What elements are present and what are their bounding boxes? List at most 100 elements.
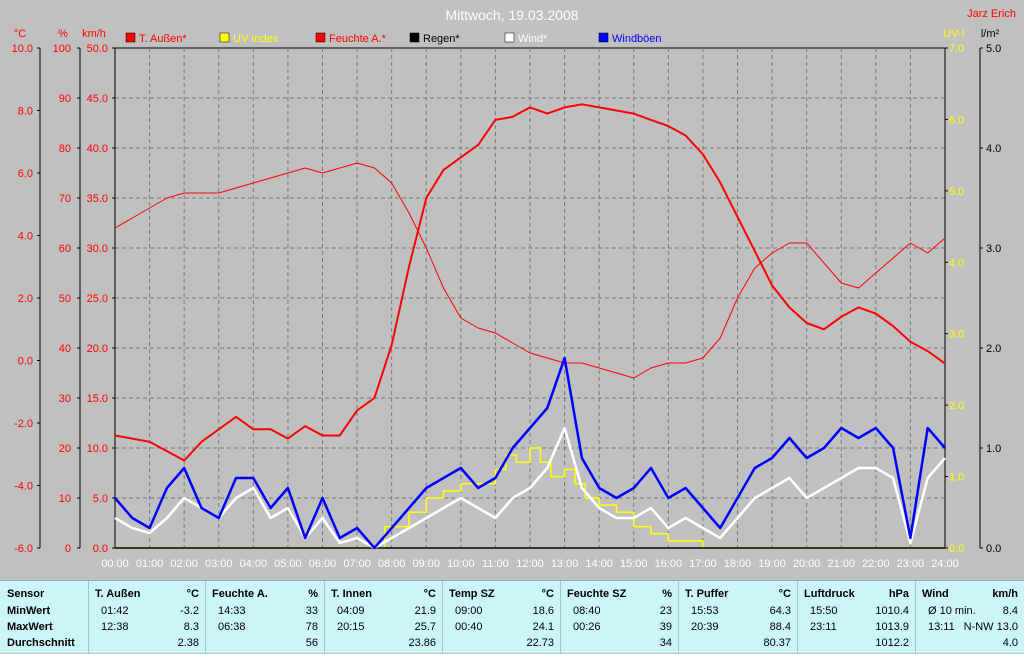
series-line — [114, 103, 946, 462]
rain_lm2-tick-label: 2.0 — [986, 343, 1001, 355]
x-tick-label: 04:00 — [240, 558, 268, 570]
x-tick-label: 01:00 — [136, 558, 164, 570]
wind_kmh-tick-label: 0.0 — [93, 543, 108, 555]
humidity-axis-unit: % — [58, 28, 68, 40]
stats-max-time: 20:39 — [691, 621, 719, 633]
wind_kmh-tick-label: 30.0 — [87, 243, 108, 255]
series-line — [114, 356, 946, 550]
stats-column: T. Außen °C 01:42 -3.2 12:38 8.3 2.38 — [88, 581, 205, 654]
x-tick-label: 24:00 — [931, 558, 959, 570]
humidity_pct-tick-label: 10 — [59, 493, 71, 505]
stats-max-time: 13:11 — [928, 621, 955, 633]
x-tick-label: 13:00 — [551, 558, 579, 570]
stats-column: T. Innen °C 04:09 21.9 20:15 25.7 23.86 — [324, 581, 442, 654]
stats-min-value: 23 — [659, 605, 672, 617]
chart-title: Mittwoch, 19.03.2008 — [445, 7, 578, 23]
sensor-label: Sensor — [7, 588, 45, 600]
stats-min-time: 09:00 — [455, 605, 483, 617]
humidity_pct-tick-label: 50 — [59, 293, 71, 305]
rain_lm2-tick-label: 4.0 — [986, 143, 1001, 155]
wind_kmh-tick-label: 40.0 — [87, 143, 108, 155]
wind_kmh-tick-label: 20.0 — [87, 343, 108, 355]
stats-average: 23.86 — [408, 637, 436, 649]
stats-max-value: 88.4 — [769, 621, 791, 633]
stats-min-value: 33 — [305, 605, 318, 617]
wind_kmh-tick-label: 50.0 — [87, 43, 108, 55]
stats-min-value: 64.3 — [769, 605, 791, 617]
series-line — [114, 426, 946, 550]
stats-max-value: 24.1 — [532, 621, 554, 633]
wind_kmh-tick-label: 10.0 — [87, 443, 108, 455]
x-tick-label: 06:00 — [309, 558, 337, 570]
stats-column: Feuchte SZ% 08:40 23 00:26 39 34 — [560, 581, 678, 654]
rain_lm2-tick-label: 3.0 — [986, 243, 1001, 255]
stats-label-column: Sensor MinWert MaxWert Durchschnitt — [0, 581, 88, 654]
stats-column-unit: km/h — [992, 588, 1018, 600]
stats-min-time: 15:53 — [691, 605, 719, 617]
stats-column-name: Temp SZ — [449, 588, 495, 600]
x-tick-label: 02:00 — [170, 558, 198, 570]
temp_c-tick-label: 10.0 — [12, 43, 33, 55]
x-tick-label: 05:00 — [274, 558, 302, 570]
x-tick-label: 12:00 — [516, 558, 544, 570]
uv-axis-unit: UV-I — [943, 28, 964, 40]
stats-max-value: 39 — [659, 621, 672, 633]
x-tick-label: 11:00 — [482, 558, 509, 570]
uv-tick-label: 5.0 — [949, 186, 964, 198]
stats-average: 4.0 — [1002, 637, 1018, 649]
stats-min-value: 8.4 — [1002, 605, 1018, 617]
wind_kmh-tick-label: 35.0 — [87, 193, 108, 205]
legend-label: Regen* — [423, 33, 460, 45]
series-lines — [114, 103, 946, 550]
stats-max-value: N-NW 13.0 — [963, 621, 1018, 633]
uv-tick-label: 1.0 — [949, 472, 964, 484]
stats-column-unit: °C — [778, 588, 791, 600]
humidity_pct-tick-label: 20 — [59, 443, 71, 455]
stats-max-time: 20:15 — [337, 621, 365, 633]
legend-label: Wind* — [518, 33, 548, 45]
stats-column-unit: hPa — [888, 588, 909, 600]
stats-max-time: 00:26 — [573, 621, 601, 633]
rain-axis-unit: l/m² — [981, 28, 1000, 40]
x-tick-label: 10:00 — [447, 558, 475, 570]
temp_c-tick-label: 6.0 — [18, 168, 33, 180]
wind-axis-unit: km/h — [82, 28, 106, 40]
stats-column-name: T. Innen — [331, 588, 372, 600]
stats-average: 1012.2 — [875, 637, 909, 649]
temp_c-tick-label: 0.0 — [18, 356, 33, 368]
stats-column-name: T. Puffer — [685, 588, 729, 600]
x-tick-label: 19:00 — [758, 558, 786, 570]
x-tick-label: 09:00 — [412, 558, 440, 570]
temp_c-tick-label: -6.0 — [14, 543, 33, 555]
x-tick-label: 14:00 — [585, 558, 613, 570]
uv-tick-label: 6.0 — [949, 114, 964, 126]
stats-min-time: Ø 10 min. — [928, 605, 976, 617]
humidity_pct-tick-label: 80 — [59, 143, 71, 155]
legend-label: Feuchte A.* — [329, 33, 387, 45]
x-tick-label: 16:00 — [655, 558, 683, 570]
x-tick-label: 21:00 — [827, 558, 855, 570]
stats-column-name: Luftdruck — [804, 588, 855, 600]
rain_lm2-tick-label: 0.0 — [986, 543, 1001, 555]
humidity_pct-tick-label: 90 — [59, 93, 71, 105]
x-tick-label: 23:00 — [897, 558, 925, 570]
stats-column: Feuchte A.% 14:33 33 06:38 78 56 — [205, 581, 324, 654]
stats-column-name: T. Außen — [95, 588, 141, 600]
rain_lm2-tick-label: 1.0 — [986, 443, 1001, 455]
stats-max-time: 06:38 — [218, 621, 246, 633]
x-tick-label: 08:00 — [378, 558, 406, 570]
wind_kmh-tick-label: 45.0 — [87, 93, 108, 105]
stats-column-unit: °C — [541, 588, 554, 600]
humidity_pct-tick-label: 30 — [59, 393, 71, 405]
temp_c-tick-label: -4.0 — [14, 481, 33, 493]
chart-legend: T. Außen* UV Index Feuchte A.* Regen* Wind* W… — [125, 32, 662, 45]
humidity_pct-tick-label: 40 — [59, 343, 71, 355]
humidity_pct-tick-label: 100 — [53, 43, 71, 55]
humidity_pct-tick-label: 70 — [59, 193, 71, 205]
stats-max-time: 00:40 — [455, 621, 483, 633]
temp_c-tick-label: -2.0 — [14, 418, 33, 430]
stats-min-value: 1010.4 — [875, 605, 909, 617]
stats-column-name: Wind — [922, 588, 949, 600]
uv-tick-label: 4.0 — [949, 257, 964, 269]
temp-axis-unit: °C — [14, 28, 26, 40]
